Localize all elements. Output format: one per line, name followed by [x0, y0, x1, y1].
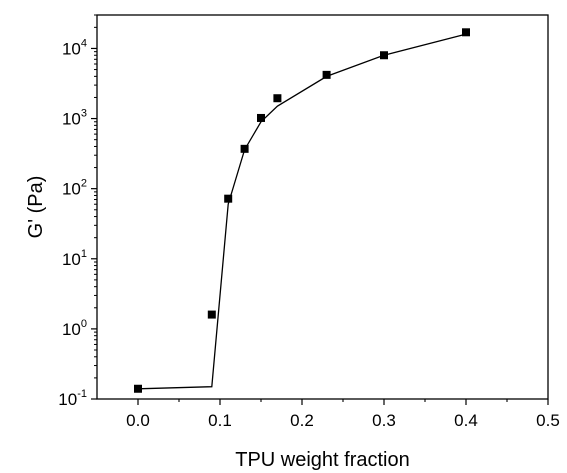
data-point	[207, 310, 216, 319]
y-axis-title: G' (Pa)	[25, 176, 47, 239]
data-point	[224, 194, 233, 203]
y-tick-label: 103	[62, 108, 87, 129]
x-tick-label: 0.1	[208, 411, 232, 430]
data-point	[380, 51, 388, 60]
data-point	[257, 113, 265, 122]
x-tick-label: 0.0	[126, 411, 150, 430]
x-tick-label: 0.4	[454, 411, 478, 430]
data-point	[240, 144, 249, 153]
x-axis-title: TPU weight fraction	[235, 449, 410, 471]
x-tick-label: 0.2	[290, 411, 314, 430]
data-markers-layer	[134, 28, 470, 393]
data-point	[134, 384, 142, 393]
y-tick-label: 10-1	[58, 388, 87, 409]
x-tick-label: 0.5	[536, 411, 560, 430]
data-point	[273, 94, 282, 103]
y-tick-label: 102	[62, 178, 87, 199]
y-tick-label: 100	[62, 318, 87, 339]
data-point	[322, 70, 331, 79]
x-tick-label: 0.3	[372, 411, 396, 430]
plot-frame	[96, 14, 549, 400]
fit-line	[137, 33, 467, 390]
fit-line-layer	[137, 33, 467, 390]
data-point	[462, 28, 470, 37]
ticks-layer	[91, 14, 549, 405]
y-tick-label: 101	[62, 248, 87, 269]
y-tick-label: 104	[62, 37, 87, 58]
tick-labels-layer: 0.0 0.1 0.2 0.3 0.4 0.5 10-1 100 101 102 103 104	[58, 37, 560, 430]
